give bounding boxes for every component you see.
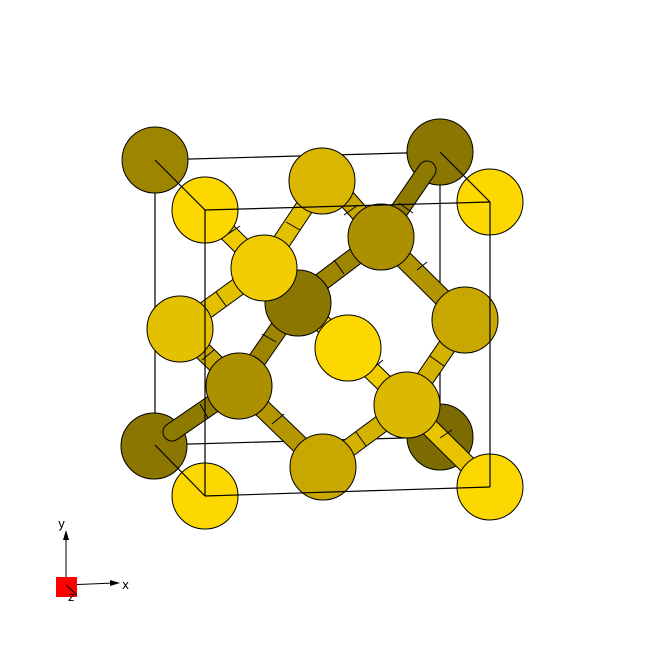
y-axis-label: y	[58, 517, 65, 531]
atom-tetra-upper-left[interactable]	[230, 234, 298, 302]
atoms-mid	[146, 147, 524, 530]
atom-tetra-upper-right[interactable]	[347, 203, 415, 271]
x-axis-label: x	[122, 578, 129, 592]
atom-tetra-lower-right[interactable]	[373, 371, 441, 439]
atom-face-right[interactable]	[431, 286, 499, 354]
z-axis-marker	[56, 577, 77, 597]
atom-face-bottom[interactable]	[289, 433, 357, 501]
atom-face-left[interactable]	[146, 295, 214, 363]
axis-triad: y x z	[56, 517, 129, 604]
atom-face-front-center[interactable]	[314, 314, 382, 382]
atom-face-top-back[interactable]	[288, 147, 356, 215]
unit-cell-front	[154, 151, 491, 497]
x-axis-arrow-icon	[110, 580, 120, 586]
y-axis-arrow-icon	[63, 530, 69, 540]
z-axis-label: z	[68, 590, 74, 604]
atom-tetra-lower-left[interactable]	[205, 352, 273, 420]
